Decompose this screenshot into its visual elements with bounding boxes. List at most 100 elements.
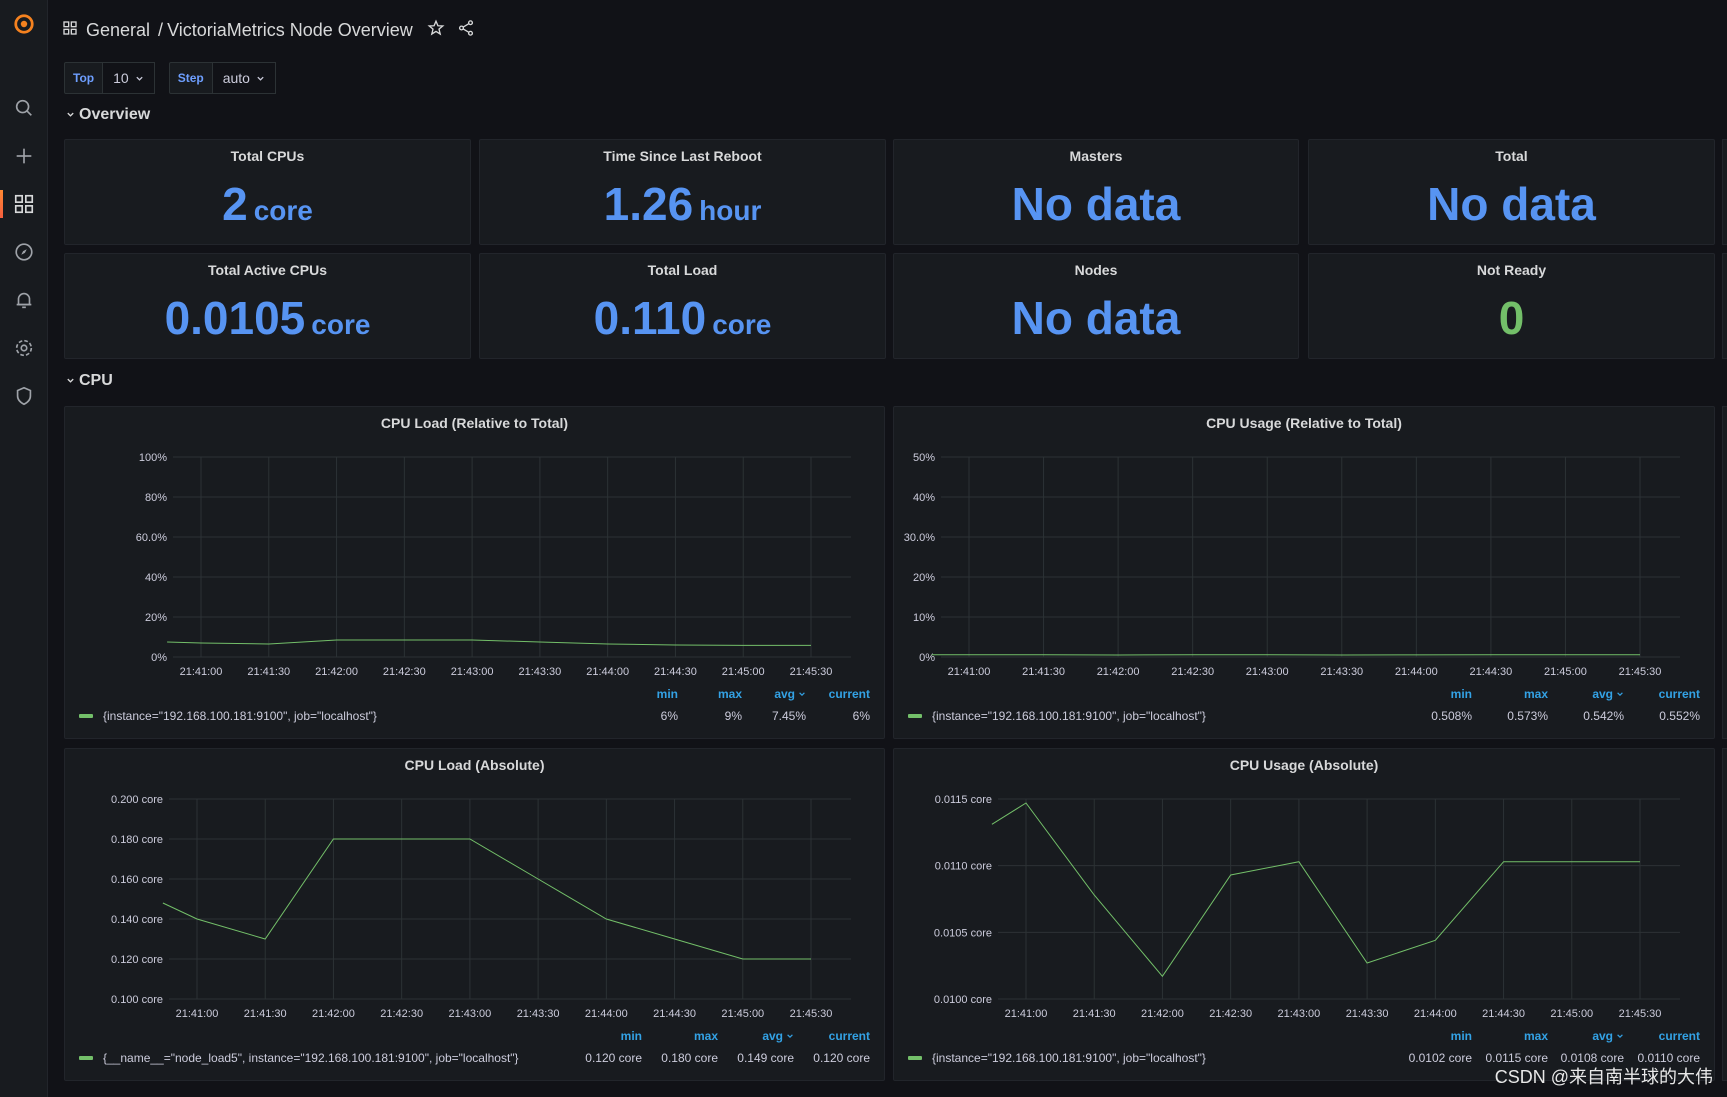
stat-unit: core xyxy=(253,195,313,226)
page-title[interactable]: VictoriaMetrics Node Overview xyxy=(167,19,413,40)
panel-title[interactable]: Not Ready xyxy=(1476,262,1547,278)
legend-series-name[interactable]: {instance="192.168.100.181:9100", job="l… xyxy=(932,709,1206,723)
panel-title[interactable]: Nodes xyxy=(1074,262,1118,278)
x-tick-label: 21:42:30 xyxy=(1171,666,1214,678)
legend-swatch[interactable] xyxy=(79,714,93,718)
x-tick-label: 21:45:00 xyxy=(721,1008,764,1020)
panel-title[interactable]: CPU Load (Absolute) xyxy=(404,757,545,773)
dashboards-icon[interactable] xyxy=(0,184,48,224)
graph-legend: min max avg current {instance="192.168.100.1… xyxy=(79,687,870,723)
legend-header-avg[interactable]: avg xyxy=(742,687,806,701)
stat-panel[interactable]: Masters No data xyxy=(893,139,1299,245)
shield-icon[interactable] xyxy=(0,376,48,416)
legend-header-max[interactable]: max xyxy=(642,1029,718,1043)
legend-header-max-label: max xyxy=(717,687,742,701)
legend-header-current[interactable]: current xyxy=(1624,1029,1700,1043)
legend-header-avg[interactable]: avg xyxy=(1548,687,1624,701)
legend-header-avg[interactable]: avg xyxy=(718,1029,794,1043)
legend-header-max[interactable]: max xyxy=(678,687,742,701)
series-line[interactable] xyxy=(991,802,1640,978)
x-tick-label: 21:41:30 xyxy=(247,666,290,678)
stat-panel[interactable]: Nodes No data xyxy=(893,253,1299,359)
legend-value-max: 0.180 core xyxy=(661,1051,718,1065)
share-icon[interactable] xyxy=(457,19,475,42)
breadcrumb-folder[interactable]: General xyxy=(86,19,151,40)
star-icon[interactable] xyxy=(427,19,445,42)
x-tick-label: 21:42:00 xyxy=(312,1008,355,1020)
y-tick-label: 0.140 core xyxy=(111,914,163,926)
panel-title[interactable]: Total Load xyxy=(647,262,718,278)
x-tick-label: 21:43:00 xyxy=(1246,666,1289,678)
legend-swatch[interactable] xyxy=(908,1056,922,1060)
chevron-down-icon xyxy=(783,1029,794,1043)
chevron-down-icon xyxy=(66,372,75,390)
x-tick-label: 21:41:00 xyxy=(948,666,991,678)
graph-panel[interactable]: CPU Usage (Absolute) 0.0100 core 0.0105 co… xyxy=(893,748,1715,1081)
panel-title[interactable]: CPU Usage (Relative to Total) xyxy=(1206,415,1402,431)
stat-panel[interactable]: Total CPUs 2 core xyxy=(64,139,471,245)
legend-swatch[interactable] xyxy=(908,714,922,718)
panel-title[interactable]: CPU Usage (Absolute) xyxy=(1229,757,1379,773)
graph-chart[interactable]: 0% 10% 20% 30.0% 40% 50% 21:41:00 21:41:30 21:42… xyxy=(894,407,1716,697)
x-tick-label: 21:42:30 xyxy=(380,1008,423,1020)
plus-icon[interactable] xyxy=(0,136,48,176)
legend-header-current[interactable]: current xyxy=(806,687,870,701)
legend-series-name[interactable]: {instance="192.168.100.181:9100", job="l… xyxy=(103,709,377,723)
search-icon[interactable] xyxy=(0,88,48,128)
legend-swatch[interactable] xyxy=(79,1056,93,1060)
legend-series-row[interactable]: {instance="192.168.100.181:9100", job="l… xyxy=(908,709,1700,723)
chevron-down-icon xyxy=(135,70,144,86)
legend-header-min[interactable]: min xyxy=(566,1029,642,1043)
legend-header-current[interactable]: current xyxy=(794,1029,870,1043)
legend-header-current-label: current xyxy=(828,1029,870,1043)
legend-header-max[interactable]: max xyxy=(1472,1029,1548,1043)
stat-panel[interactable]: Not Ready 0 xyxy=(1308,253,1715,359)
legend-series-row[interactable]: {instance="192.168.100.181:9100", job="l… xyxy=(79,709,870,723)
series-line[interactable] xyxy=(167,639,811,646)
legend-header-min[interactable]: min xyxy=(1396,1029,1472,1043)
bell-icon[interactable] xyxy=(0,280,48,320)
stat-panel[interactable]: Total Active CPUs 0.0105 core xyxy=(64,253,471,359)
gear-icon[interactable] xyxy=(0,328,48,368)
series-line[interactable] xyxy=(162,838,811,960)
graph-chart[interactable]: 0% 20% 40% 60.0% 80% 100% 21:41:00 21:41:30 21:4… xyxy=(65,407,886,697)
graph-panel[interactable]: CPU Usage (Relative to Total) 0% 10% 20% 30.… xyxy=(893,406,1715,739)
legend-series-row[interactable]: {instance="192.168.100.181:9100", job="l… xyxy=(908,1051,1700,1065)
x-tick-label: 21:44:00 xyxy=(585,1008,628,1020)
legend-series-row[interactable]: {__name__="node_load5", instance="192.16… xyxy=(79,1051,870,1065)
legend-series-name[interactable]: {__name__="node_load5", instance="192.16… xyxy=(103,1051,519,1065)
stat-panel[interactable]: Total Load 0.110 core xyxy=(479,253,886,359)
x-tick-label: 21:43:30 xyxy=(1346,1008,1389,1020)
x-tick-label: 21:42:00 xyxy=(315,666,358,678)
chevron-down-icon xyxy=(1613,1029,1624,1043)
legend-header-min[interactable]: min xyxy=(614,687,678,701)
x-tick-label: 21:42:30 xyxy=(383,666,426,678)
panel-title[interactable]: Time Since Last Reboot xyxy=(603,148,762,164)
row-overview[interactable]: Overview xyxy=(66,106,150,124)
panel-title[interactable]: Total xyxy=(1495,148,1528,164)
graph-panel[interactable]: CPU Load (Relative to Total) 0% 20% 40% 60.0… xyxy=(64,406,885,739)
variable-select-step[interactable]: auto xyxy=(212,62,276,94)
legend-header-current[interactable]: current xyxy=(1624,687,1700,701)
graph-panel[interactable]: CPU Load (Absolute) 0.100 core 0.120 core 0… xyxy=(64,748,885,1081)
legend-value-min: 0.0102 core xyxy=(1408,1051,1472,1065)
panel-title[interactable]: Total CPUs xyxy=(230,148,305,164)
row-cpu[interactable]: CPU xyxy=(66,372,113,390)
x-tick-label: 21:45:30 xyxy=(790,1008,833,1020)
explore-icon[interactable] xyxy=(0,232,48,272)
grafana-logo-icon[interactable] xyxy=(0,4,48,44)
panel-title[interactable]: Masters xyxy=(1069,148,1123,164)
legend-value-current: 0.120 core xyxy=(813,1051,870,1065)
legend-value-avg: 0.542% xyxy=(1583,709,1624,723)
legend-header-max[interactable]: max xyxy=(1472,687,1548,701)
legend-series-name[interactable]: {instance="192.168.100.181:9100", job="l… xyxy=(932,1051,1206,1065)
stat-panel[interactable]: Total No data xyxy=(1308,139,1715,245)
legend-header-min[interactable]: min xyxy=(1396,687,1472,701)
graph-chart[interactable]: 0.0100 core 0.0105 core 0.0110 core 0.0115 … xyxy=(894,749,1716,1039)
panel-title[interactable]: Total Active CPUs xyxy=(207,262,328,278)
legend-header-avg[interactable]: avg xyxy=(1548,1029,1624,1043)
panel-title[interactable]: CPU Load (Relative to Total) xyxy=(380,415,569,431)
stat-panel[interactable]: Time Since Last Reboot 1.26 hour xyxy=(479,139,886,245)
graph-chart[interactable]: 0.100 core 0.120 core 0.140 core 0.160 core… xyxy=(65,749,886,1039)
variable-select-top[interactable]: 10 xyxy=(103,62,155,94)
